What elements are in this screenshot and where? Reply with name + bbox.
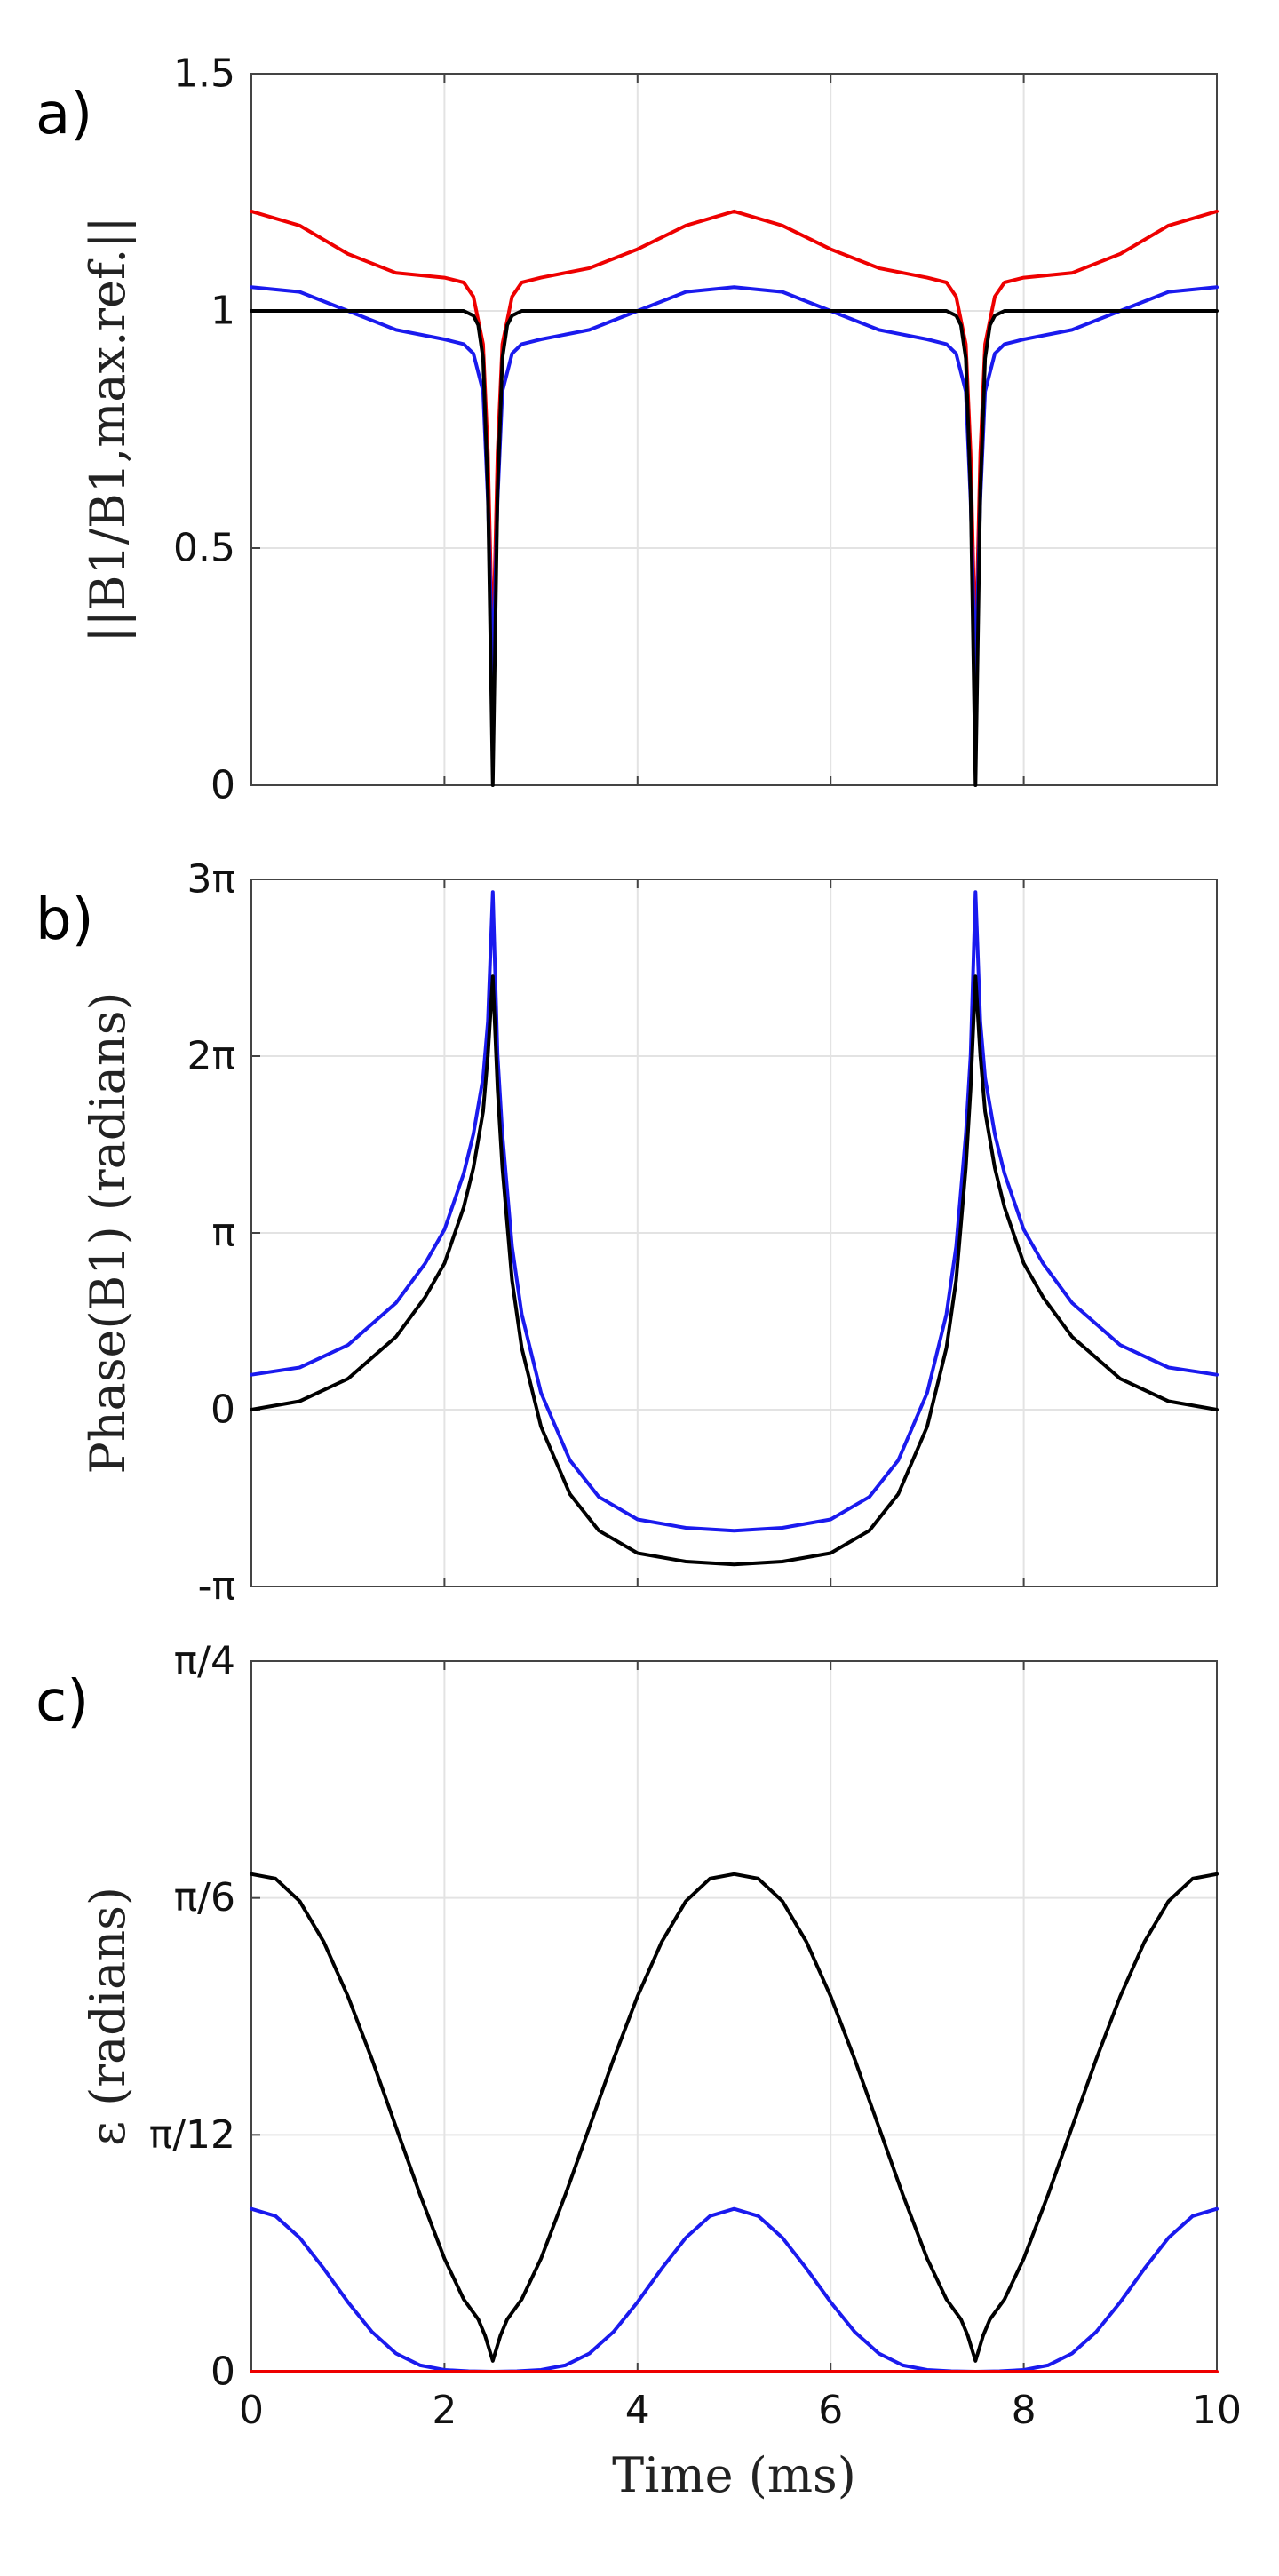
x-tick-label: 6 — [818, 2388, 843, 2433]
x-tick-label: 10 — [1192, 2388, 1242, 2433]
y-tick-label: 2π — [187, 1034, 235, 1079]
y-tick-label: π/4 — [174, 1639, 235, 1684]
y-tick-label: 0 — [211, 2349, 235, 2395]
chart-panel-1: 0 0.5 1 1.5 a) ||B1/B1,max.ref.|| — [36, 52, 1219, 808]
y-tick-label: π/12 — [149, 2112, 235, 2158]
y-axis-title: ε (radians) — [80, 1887, 136, 2146]
y-axis-title: ||B1/B1,max.ref.|| — [80, 216, 136, 642]
y-tick-label: 1.5 — [173, 52, 235, 97]
y-tick-label: 0.5 — [173, 526, 235, 571]
y-tick-label: π/6 — [174, 1875, 235, 1920]
plot-frame — [250, 1660, 1218, 2373]
x-axis-title: Time (ms) — [612, 2447, 856, 2503]
x-tick-label: 4 — [625, 2388, 650, 2433]
series-line-2 — [250, 974, 1219, 1567]
series-line-1 — [250, 1872, 1219, 2363]
panel-label: a) — [36, 82, 92, 147]
y-tick-label: π — [212, 1211, 236, 1256]
series-line-1 — [250, 209, 1219, 659]
series-line-2 — [250, 285, 1219, 679]
series-line-1 — [250, 890, 1219, 1533]
y-axis-title: Phase(B1) (radians) — [80, 992, 136, 1475]
series-line-3 — [250, 309, 1219, 787]
y-tick-label: -π — [198, 1564, 235, 1610]
y-tick-label: 0 — [211, 763, 235, 808]
y-tick-label: 0 — [211, 1387, 235, 1433]
x-tick-label: 0 — [239, 2388, 264, 2433]
x-tick-label: 8 — [1012, 2388, 1037, 2433]
chart-panel-3: 0 π/12 π/6 π/4 0 2 4 6 8 10 c) ε (radians) Time (ms) — [36, 1639, 1242, 2504]
plot-frame — [250, 73, 1218, 786]
panel-label: b) — [36, 887, 94, 953]
y-tick-label: 3π — [187, 857, 235, 902]
y-tick-label: 1 — [211, 289, 235, 334]
chart-panel-2: -π 0 π 2π 3π b) Phase(B1) (radians) — [36, 857, 1219, 1610]
panel-label: c) — [36, 1669, 89, 1735]
series-line-2 — [250, 2206, 1219, 2373]
x-tick-label: 2 — [432, 2388, 457, 2433]
